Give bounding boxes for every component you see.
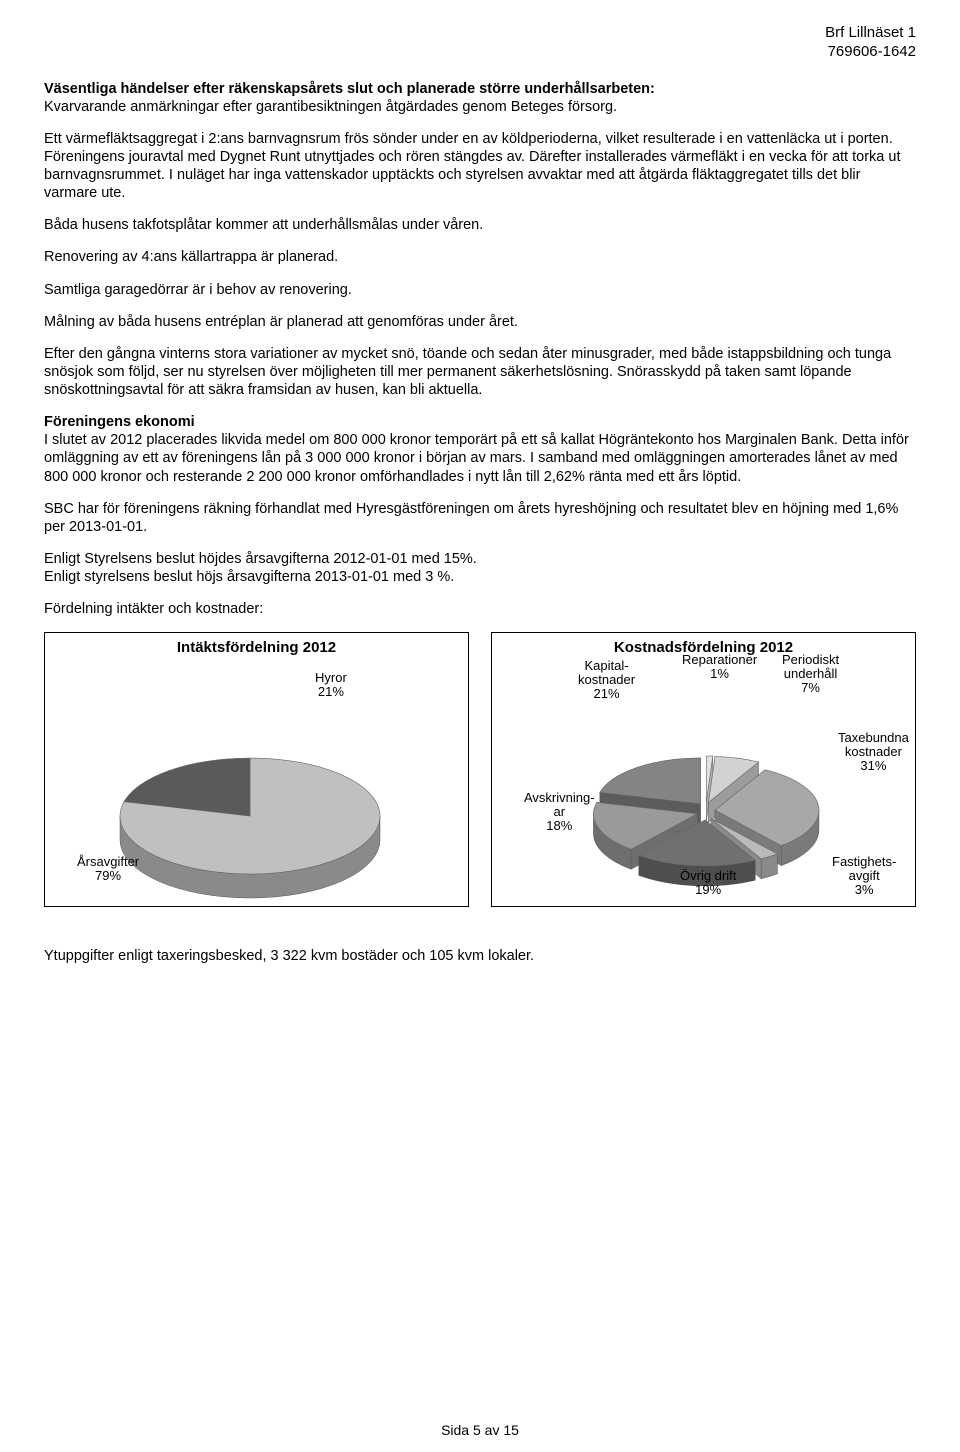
paragraph: Ytuppgifter enligt taxeringsbesked, 3 32… — [44, 947, 916, 965]
paragraph: I slutet av 2012 placerades likvida mede… — [44, 431, 916, 485]
pie-label: Fastighets-avgift3% — [832, 855, 896, 896]
pie-label: Årsavgifter79% — [77, 855, 139, 882]
org-name: Brf Lillnäset 1 — [44, 24, 916, 43]
section-heading: Föreningens ekonomi — [44, 414, 195, 430]
income-chart: Intäktsfördelning 2012 Årsavgifter79% Hyr… — [44, 632, 469, 907]
footer-total: 15 — [503, 1422, 519, 1438]
document-page: Brf Lillnäset 1 769606-1642 Väsentliga h… — [0, 0, 960, 1452]
document-body-after-charts: Ytuppgifter enligt taxeringsbesked, 3 32… — [44, 947, 916, 965]
pie-svg — [45, 656, 468, 929]
footer-prefix: Sida — [441, 1422, 473, 1438]
paragraph: SBC har för föreningens räkning förhandl… — [44, 500, 916, 536]
document-body: Väsentliga händelser efter räkenskapsåre… — [44, 80, 916, 619]
chart-title: Intäktsfördelning 2012 — [45, 633, 468, 656]
paragraph: Målning av båda husens entréplan är plan… — [44, 313, 916, 331]
pie-label: Kapital-kostnader21% — [578, 659, 635, 700]
paragraph: Renovering av 4:ans källartrappa är plan… — [44, 248, 916, 266]
footer-mid: av — [481, 1422, 504, 1438]
pie-label: Taxebundnakostnader31% — [838, 731, 909, 772]
footer-page: 5 — [473, 1422, 481, 1438]
paragraph: Ett värmefläktsaggregat i 2:ans barnvagn… — [44, 130, 916, 203]
paragraph: Kvarvarande anmärkningar efter garantibe… — [44, 98, 916, 116]
pie-label: Reparationer1% — [682, 653, 757, 680]
pie-label: Hyror21% — [315, 671, 347, 698]
paragraph: Enligt styrelsens beslut höjs årsavgifte… — [44, 568, 916, 586]
paragraph: Fördelning intäkter och kostnader: — [44, 600, 916, 618]
org-number: 769606-1642 — [44, 43, 916, 62]
paragraph: Samtliga garagedörrar är i behov av reno… — [44, 281, 916, 299]
paragraph: Enligt Styrelsens beslut höjdes årsavgif… — [44, 550, 916, 568]
pie-label: Avskrivning-ar18% — [524, 791, 595, 832]
paragraph: Efter den gångna vinterns stora variatio… — [44, 345, 916, 399]
page-footer: Sida 5 av 15 — [0, 1422, 960, 1438]
paragraph: Båda husens takfotsplåtar kommer att und… — [44, 216, 916, 234]
pie-label: Periodisktunderhåll7% — [782, 653, 839, 694]
section-heading: Väsentliga händelser efter räkenskapsåre… — [44, 81, 655, 97]
pie-label: Övrig drift19% — [680, 869, 736, 896]
document-header: Brf Lillnäset 1 769606-1642 — [44, 24, 916, 62]
charts-row: Intäktsfördelning 2012 Årsavgifter79% Hyr… — [44, 632, 916, 907]
cost-chart: Kostnadsfördelning 2012 Reparationer1%Pe… — [491, 632, 916, 907]
